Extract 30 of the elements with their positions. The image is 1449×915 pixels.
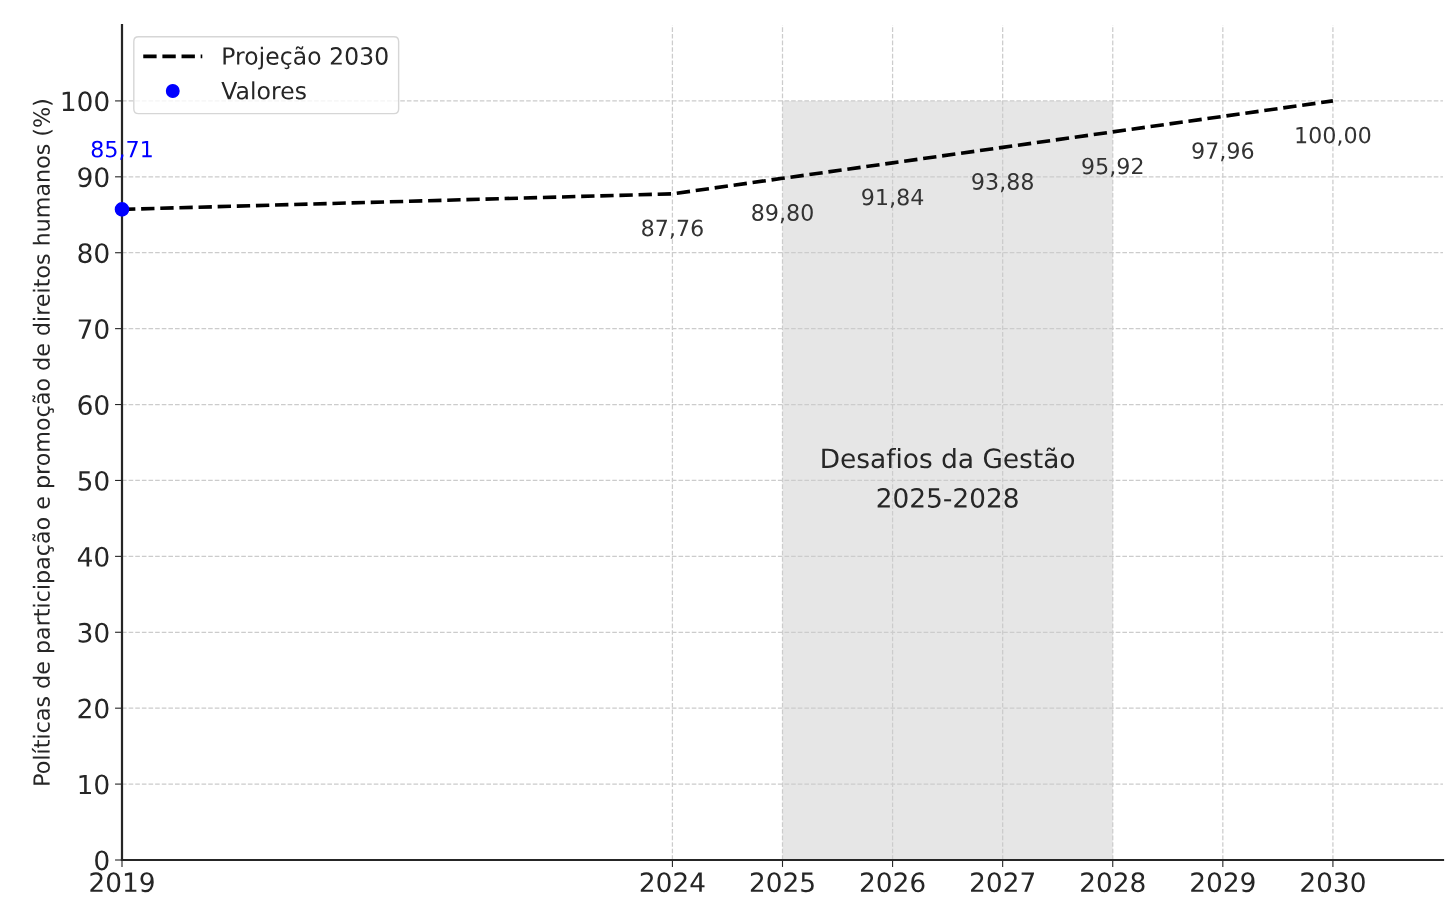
data-label: 91,84 — [862, 188, 924, 208]
legend-label: Projeção 2030 — [223, 46, 388, 70]
y-tick-label: 60 — [78, 394, 109, 415]
x-tick-label: 2027 — [971, 872, 1034, 893]
x-tick-label: 2019 — [90, 872, 154, 893]
x-tick-label: 2030 — [1301, 872, 1365, 893]
x-tick-label: 2028 — [1081, 872, 1145, 893]
data-label: 97,96 — [1192, 142, 1254, 162]
x-tick-label: 2026 — [860, 872, 925, 893]
y-tick-label: 50 — [78, 470, 109, 491]
y-tick-label: 10 — [79, 774, 109, 795]
y-tick-label: 0 — [95, 850, 109, 871]
y-tick-label: 70 — [78, 319, 109, 340]
y-tick-label: 80 — [78, 243, 109, 264]
data-label: 100,00 — [1296, 126, 1371, 146]
x-tick-label: 2029 — [1191, 872, 1255, 893]
y-tick-label: 20 — [78, 698, 109, 719]
y-axis-title: Políticas de participação e promoção de direitos humanos (%) — [31, 100, 55, 785]
data-label: 93,88 — [972, 173, 1033, 193]
y-tick-label: 90 — [78, 167, 109, 188]
data-label: 87,76 — [642, 219, 703, 239]
y-tick-label: 40 — [77, 546, 109, 567]
x-tick-label: 2024 — [640, 872, 705, 893]
band-label: Desafios da Gestão 2025-2028 — [822, 447, 1075, 508]
data-label: 95,92 — [1082, 157, 1143, 177]
legend-label: Valores — [221, 81, 306, 100]
data-label: 89,80 — [752, 204, 813, 224]
y-tick-label: 30 — [78, 622, 109, 643]
x-tick-label: 2025 — [750, 872, 814, 893]
y-tick-label: 100 — [62, 91, 109, 112]
